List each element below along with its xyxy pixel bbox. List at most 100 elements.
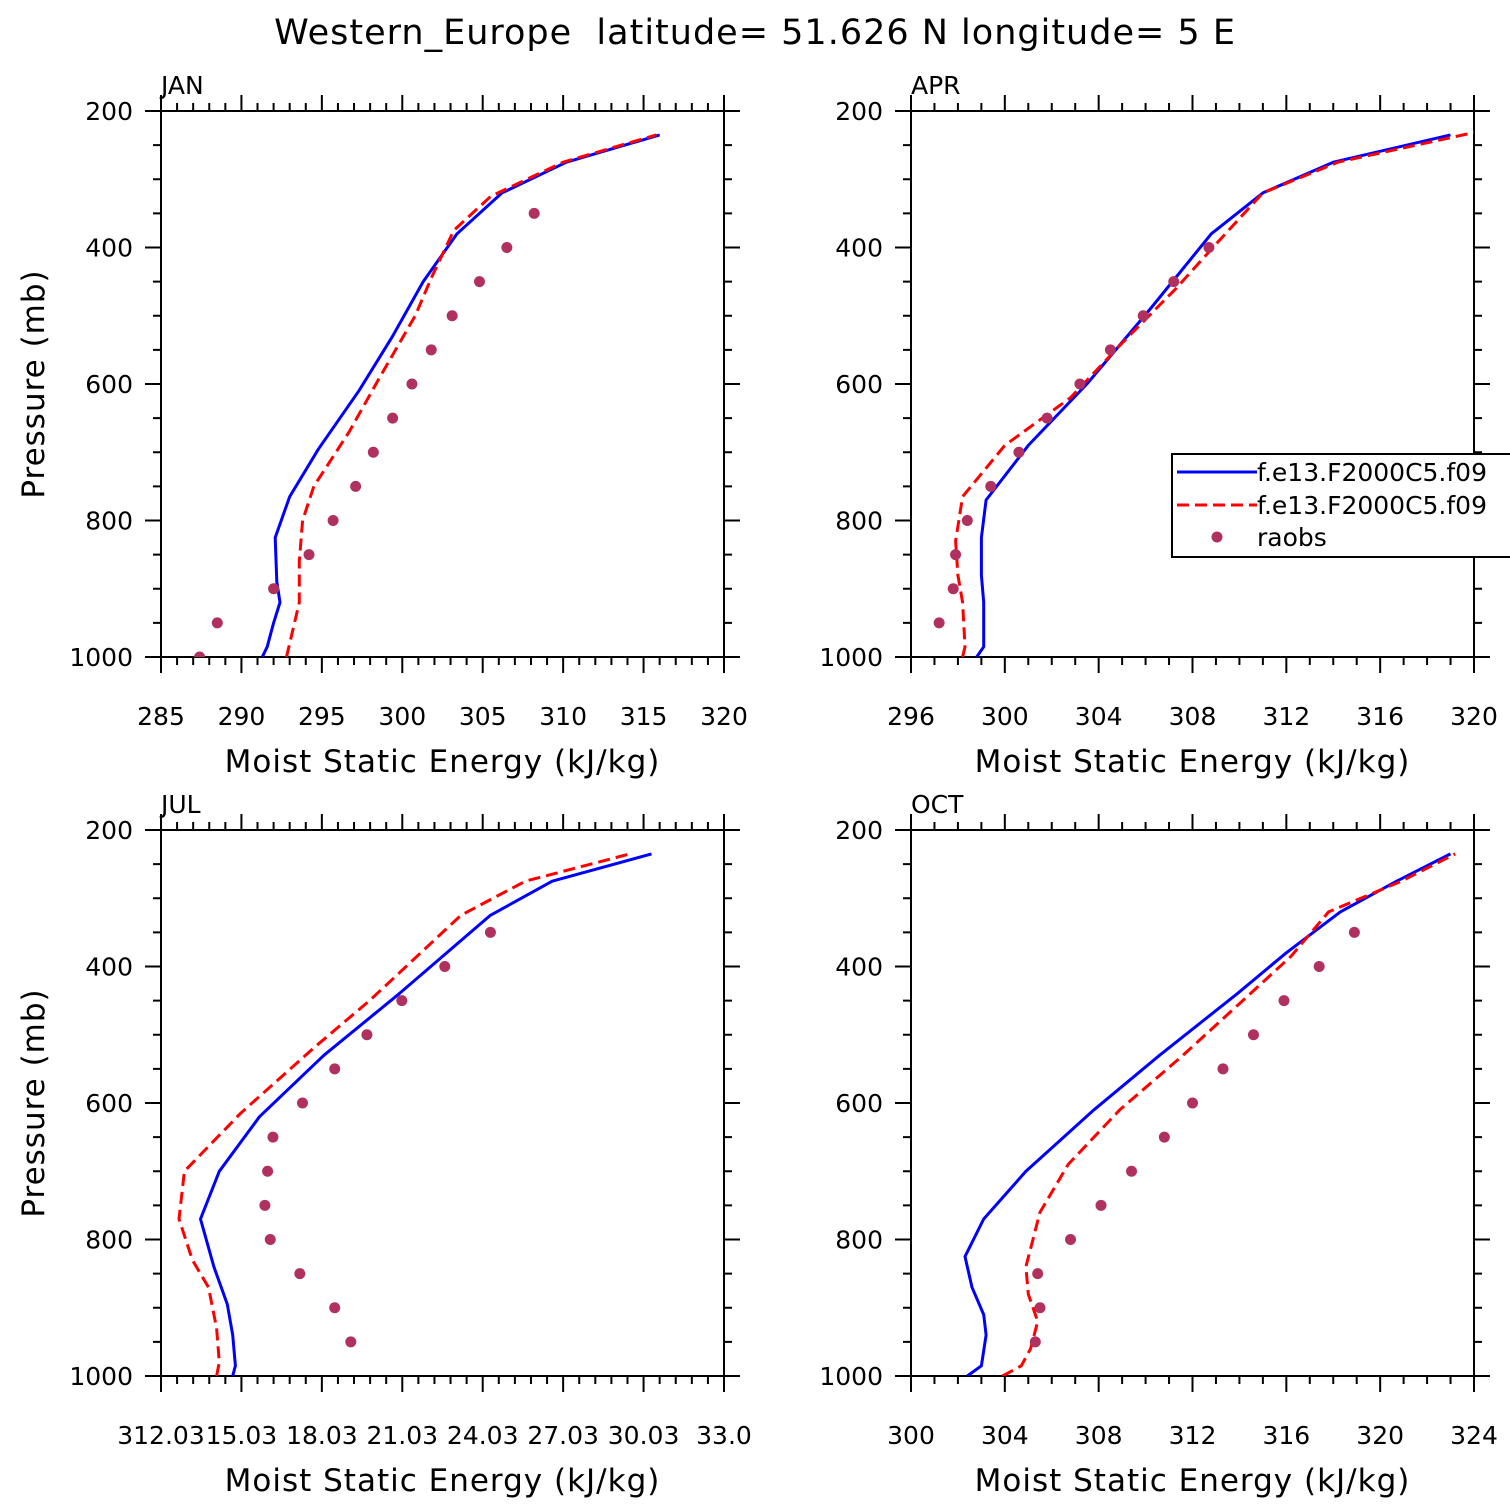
- raobs-marker: [296, 1097, 308, 1109]
- figure-title: Western_Europe latitude= 51.626 N longit…: [274, 13, 1236, 53]
- raobs-marker: [264, 1234, 276, 1245]
- x-tick-label: 312: [1169, 1421, 1217, 1450]
- raobs-marker: [950, 549, 962, 561]
- raobs-marker: [194, 651, 206, 657]
- x-axis-label-apr: Moist Static Energy (kJ/kg): [975, 744, 1411, 780]
- y-axis-label-jul: Pressure (mb): [16, 988, 52, 1217]
- raobs-marker: [1203, 242, 1215, 253]
- series-line-dashed-red: [1001, 852, 1456, 1376]
- x-tick-label: 300: [378, 702, 426, 731]
- series-line-solid-blue: [963, 852, 1452, 1376]
- y-tick-label: 800: [835, 507, 883, 536]
- panel-label-oct: OCT: [911, 790, 964, 819]
- raobs-marker: [267, 1131, 279, 1143]
- raobs-marker: [947, 583, 959, 595]
- series-line-dashed-red: [177, 852, 631, 1376]
- raobs-marker: [268, 583, 280, 595]
- raobs-marker: [985, 480, 997, 492]
- x-tick-label: 305: [459, 702, 507, 731]
- raobs-marker: [1187, 1097, 1198, 1109]
- y-tick-label: 1000: [819, 1362, 883, 1391]
- y-tick-label: 600: [85, 1089, 133, 1118]
- raobs-marker: [361, 1029, 373, 1041]
- y-tick-label: 400: [835, 953, 883, 982]
- raobs-marker: [327, 515, 339, 526]
- x-tick-label: 24.03: [447, 1421, 519, 1450]
- raobs-marker: [501, 242, 513, 253]
- x-tick-label: 320: [1356, 1421, 1404, 1450]
- y-tick-label: 1000: [69, 1362, 133, 1391]
- raobs-marker: [1104, 344, 1116, 356]
- x-tick-label: 324: [1450, 1421, 1498, 1450]
- x-tick-label: 308: [1075, 1421, 1123, 1450]
- x-tick-label: 316: [1356, 702, 1404, 731]
- y-tick-label: 200: [85, 816, 133, 845]
- series-line-solid-blue: [975, 133, 1451, 657]
- x-tick-label: 310: [539, 702, 587, 731]
- panel-label-apr: APR: [911, 71, 961, 100]
- raobs-marker: [1032, 1268, 1044, 1280]
- y-tick-label: 800: [85, 1226, 133, 1255]
- raobs-marker: [303, 549, 315, 561]
- series-group-jul: [177, 852, 652, 1376]
- series-group-oct: [963, 852, 1456, 1376]
- raobs-marker: [1348, 926, 1360, 938]
- raobs-marker: [1278, 995, 1290, 1007]
- raobs-marker: [439, 961, 451, 972]
- raobs-marker: [1013, 446, 1025, 458]
- panel-jan: JAN 200 400 600 800 1000 285 290 295 300 305 310 315…: [16, 71, 748, 780]
- y-axis-label-jan: Pressure (mb): [16, 269, 52, 498]
- x-tick-label: 290: [218, 702, 266, 731]
- x-tick-label: 316: [1262, 1421, 1310, 1450]
- raobs-marker: [1217, 1063, 1229, 1075]
- raobs-marker: [211, 617, 223, 629]
- y-tick-label: 800: [85, 507, 133, 536]
- x-tick-label: 285: [137, 702, 185, 731]
- x-axis-label-jul: Moist Static Energy (kJ/kg): [225, 1463, 661, 1499]
- raobs-marker: [1095, 1199, 1107, 1211]
- x-tick-label: 27.03: [527, 1421, 599, 1450]
- y-tick-label: 600: [835, 1089, 883, 1118]
- raobs-marker: [1041, 412, 1053, 424]
- x-tick-label: 320: [700, 702, 748, 731]
- raobs-marker: [1158, 1131, 1170, 1143]
- panel-apr: APR 200 400 600 800 1000 296 300 304 308 312 316 320…: [819, 71, 1497, 780]
- raobs-marker: [446, 310, 458, 322]
- raobs-marker: [345, 1336, 357, 1348]
- legend: f.e13.F2000C5.f09 f.e13.F2000C5.f09 raobs: [1171, 453, 1510, 558]
- plot-frame-apr: [910, 110, 1475, 658]
- y-tick-label: 200: [85, 97, 133, 126]
- raobs-marker: [425, 344, 437, 356]
- raobs-marker: [262, 1165, 274, 1177]
- y-tick-label: 200: [835, 97, 883, 126]
- raobs-marker: [1034, 1302, 1046, 1314]
- x-axis-label-jan: Moist Static Energy (kJ/kg): [225, 744, 661, 780]
- raobs-marker: [406, 378, 418, 390]
- plot-frame-jan: [160, 110, 725, 658]
- raobs-marker: [294, 1268, 306, 1280]
- series-group-apr: [933, 130, 1474, 657]
- y-tick-label: 400: [835, 234, 883, 263]
- series-line-dashed-red: [954, 130, 1474, 657]
- raobs-marker: [1247, 1029, 1259, 1041]
- raobs-marker: [1168, 276, 1180, 288]
- raobs-marker: [473, 276, 485, 288]
- raobs-marker: [961, 515, 973, 526]
- x-tick-label: 315: [620, 702, 668, 731]
- raobs-marker: [329, 1302, 341, 1314]
- raobs-marker: [528, 207, 540, 219]
- y-tick-label: 800: [835, 1226, 883, 1255]
- raobs-marker: [1137, 310, 1149, 322]
- y-tick-label: 400: [85, 953, 133, 982]
- raobs-marker: [367, 446, 379, 458]
- x-tick-label: 33.0: [696, 1421, 752, 1450]
- raobs-marker: [1029, 1336, 1041, 1348]
- panel-label-jan: JAN: [159, 71, 204, 100]
- x-tick-label: 15.03: [206, 1421, 278, 1450]
- x-tick-label: 296: [887, 702, 935, 731]
- series-line-dashed-red: [285, 133, 657, 657]
- raobs-marker: [396, 995, 408, 1007]
- panel-label-jul: JUL: [159, 790, 201, 819]
- panels-group: JAN 200 400 600 800 1000 285 290 295 300 305 310 315…: [16, 71, 1498, 1499]
